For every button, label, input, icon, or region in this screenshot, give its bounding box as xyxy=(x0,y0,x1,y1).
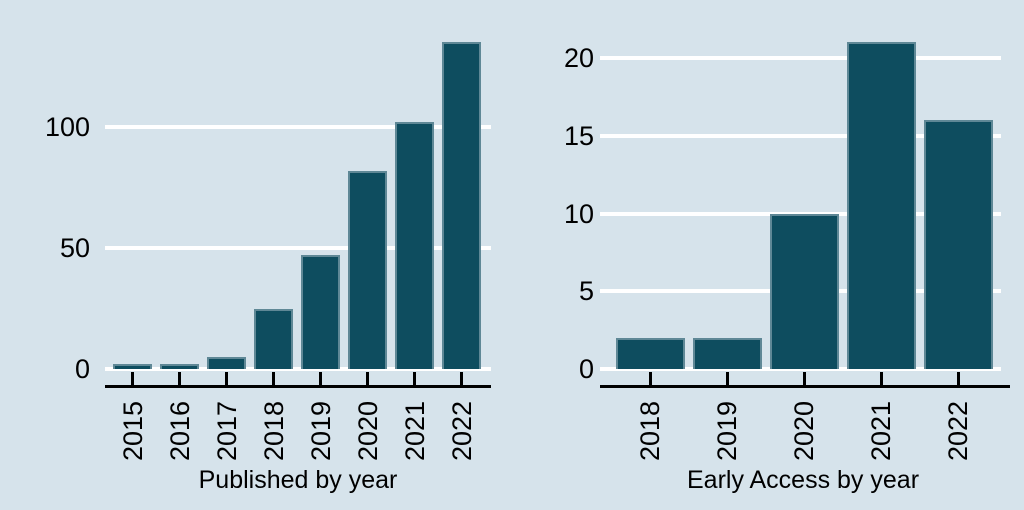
bar-2020 xyxy=(769,213,839,369)
x-axis-tick-2019 xyxy=(725,372,729,388)
y-gridline-50 xyxy=(105,246,491,250)
y-tick-label-15: 15 xyxy=(563,120,594,151)
y-gridline-20 xyxy=(600,56,1001,60)
bar-2015 xyxy=(113,364,152,369)
y-gridline-0 xyxy=(600,367,1001,371)
x-axis-tick-2020 xyxy=(366,372,369,388)
y-tick-label-50: 50 xyxy=(59,233,90,263)
y-tick-label-10: 10 xyxy=(563,198,594,229)
x-axis-tick-2015 xyxy=(131,372,134,388)
y-tick-label-5: 5 xyxy=(578,276,594,307)
x-axis-tick-2021 xyxy=(879,372,883,388)
x-axis-tick-2016 xyxy=(178,372,181,388)
x-axis-line xyxy=(105,385,491,388)
x-axis-tick-2022 xyxy=(956,372,960,388)
y-gridline-100 xyxy=(105,125,491,129)
bar-2019 xyxy=(692,337,762,369)
x-axis-tick-2020 xyxy=(802,372,806,388)
bar-2017 xyxy=(207,356,246,369)
y-gridline-15 xyxy=(600,133,1001,138)
y-tick-label-0: 0 xyxy=(74,354,90,384)
right-x-axis-title: Early Access by year xyxy=(686,466,920,494)
x-axis-tick-2017 xyxy=(225,372,228,388)
bar-2022 xyxy=(923,120,993,369)
y-tick-label-20: 20 xyxy=(563,43,594,73)
bar-2019 xyxy=(301,255,340,369)
x-axis-tick-2019 xyxy=(319,372,322,388)
y-tick-label-100: 100 xyxy=(44,112,90,142)
bar-2018 xyxy=(254,308,293,369)
bar-2018 xyxy=(615,337,685,369)
y-gridline-0 xyxy=(105,367,491,371)
y-tick-label-0: 0 xyxy=(578,354,594,384)
x-axis-tick-2022 xyxy=(460,372,463,388)
bar-2021 xyxy=(395,122,434,369)
bar-2020 xyxy=(348,170,387,369)
left-x-axis-title: Published by year xyxy=(198,466,398,494)
bar-2022 xyxy=(442,42,481,369)
x-axis-tick-2021 xyxy=(413,372,416,388)
bar-2021 xyxy=(846,42,916,369)
x-axis-tick-2018 xyxy=(272,372,275,388)
bar-2016 xyxy=(160,364,199,369)
x-axis-tick-2018 xyxy=(648,372,652,388)
